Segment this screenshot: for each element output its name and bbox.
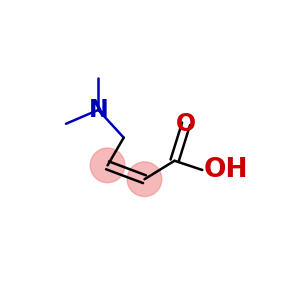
Circle shape	[127, 162, 162, 196]
Text: OH: OH	[203, 157, 248, 183]
Text: O: O	[176, 112, 196, 136]
Text: N: N	[88, 98, 108, 122]
Circle shape	[90, 148, 125, 183]
